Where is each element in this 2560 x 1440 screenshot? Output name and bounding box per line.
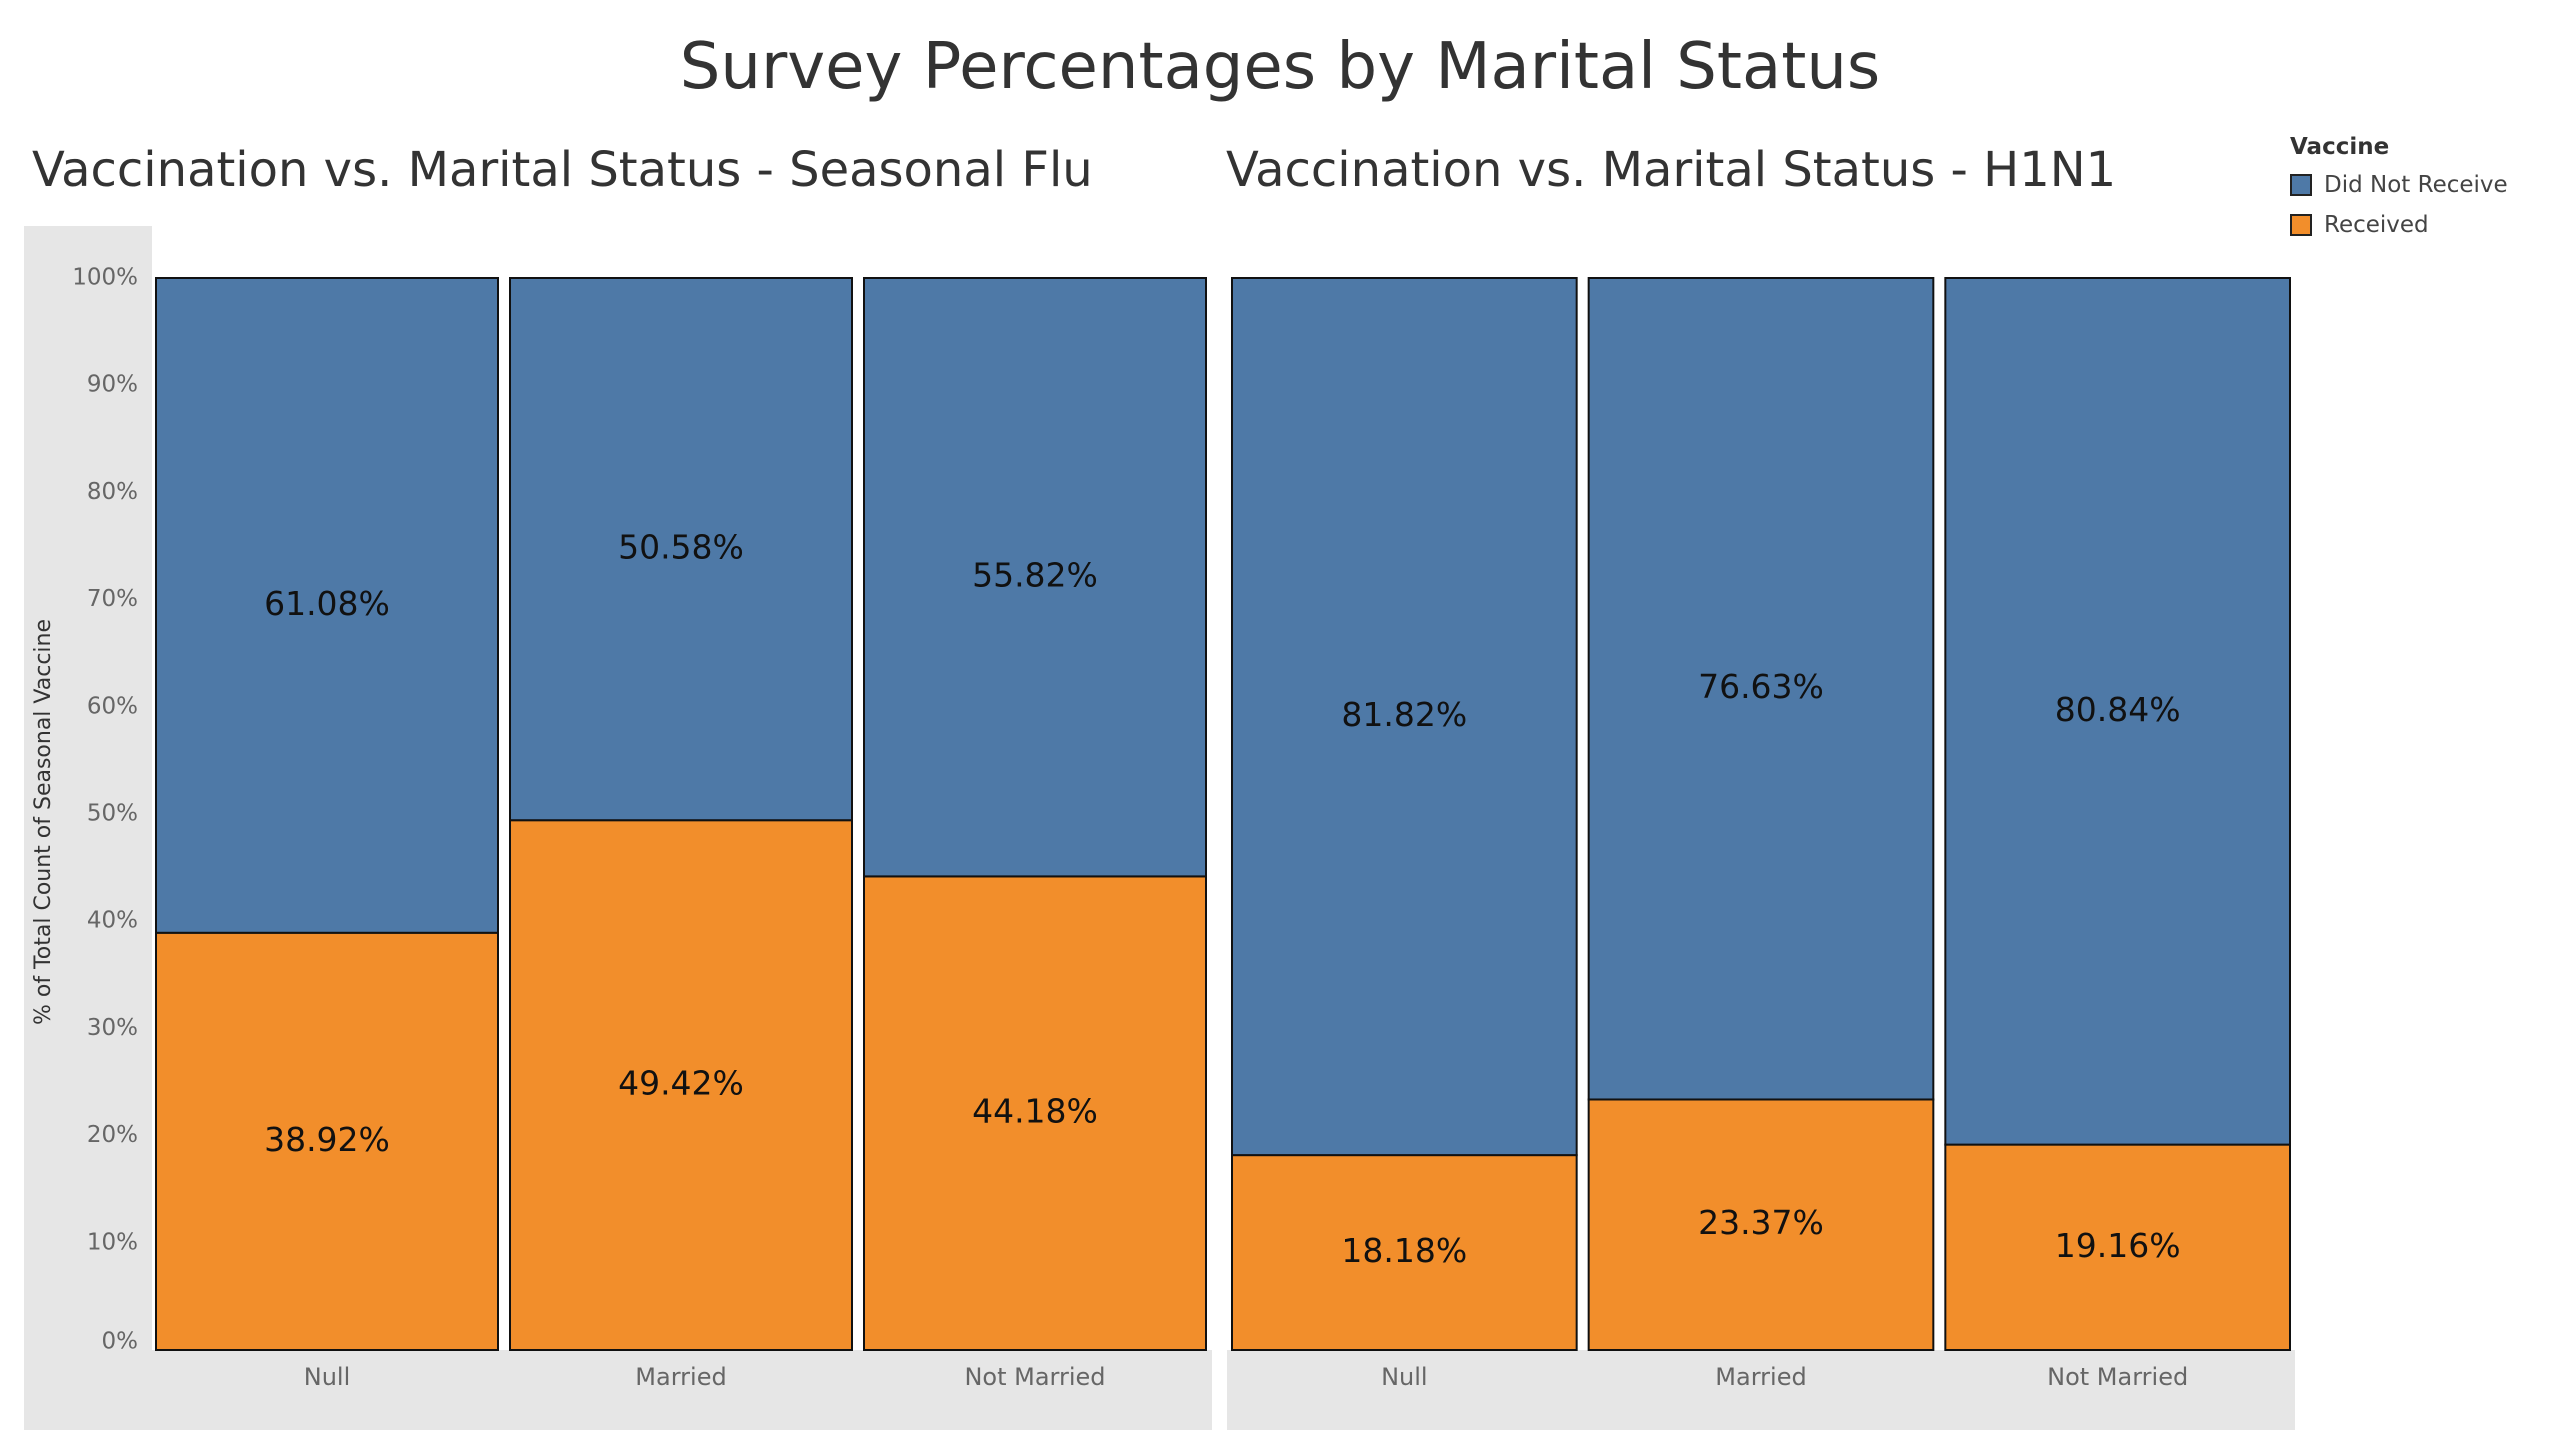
y-tick-label: 100% xyxy=(72,265,138,291)
seasonal-x-tick-label: Married xyxy=(635,1363,726,1391)
h1n1-data-label-received: 18.18% xyxy=(1341,1231,1467,1270)
h1n1-bar-received xyxy=(1231,1154,1578,1351)
seasonal-data-label-received: 44.18% xyxy=(972,1092,1098,1131)
seasonal-chart-title: Vaccination vs. Marital Status - Seasona… xyxy=(32,142,1093,198)
h1n1-x-tick-label: Null xyxy=(1381,1363,1428,1391)
y-tick-label: 60% xyxy=(87,693,138,719)
main-title: Survey Percentages by Marital Status xyxy=(679,30,1881,104)
h1n1-data-label-did-not-receive: 76.63% xyxy=(1698,667,1824,706)
h1n1-chart-title: Vaccination vs. Marital Status - H1N1 xyxy=(1226,142,2117,198)
legend-swatch-received xyxy=(2290,214,2312,236)
seasonal-data-label-did-not-receive: 50.58% xyxy=(618,528,744,567)
h1n1-bar-did-not-receive xyxy=(1944,277,2292,1146)
y-tick-label: 80% xyxy=(87,479,138,505)
seasonal-bar-received xyxy=(509,819,853,1351)
legend-item-received[interactable]: Received xyxy=(2290,212,2508,238)
h1n1-data-label-did-not-receive: 80.84% xyxy=(2055,690,2181,729)
h1n1-x-tick-label: Not Married xyxy=(2047,1363,2188,1391)
seasonal-x-axis-band xyxy=(24,1350,1212,1430)
seasonal-x-tick-label: Not Married xyxy=(964,1363,1105,1391)
seasonal-data-label-received: 49.42% xyxy=(618,1064,744,1103)
seasonal-bar-did-not-receive xyxy=(509,277,853,822)
h1n1-x-axis-band xyxy=(1227,1350,2295,1430)
legend-item-did-not-receive[interactable]: Did Not Receive xyxy=(2290,172,2508,198)
h1n1-bar-did-not-receive xyxy=(1587,277,1935,1101)
y-tick-label: 50% xyxy=(87,801,138,827)
y-tick-label: 90% xyxy=(87,372,138,398)
y-tick-label: 20% xyxy=(87,1122,138,1148)
y-tick-label: 40% xyxy=(87,908,138,934)
seasonal-bar-received xyxy=(863,875,1207,1351)
legend-swatch-did-not-receive xyxy=(2290,174,2312,196)
seasonal-bar-did-not-receive xyxy=(863,277,1207,878)
y-tick-label: 30% xyxy=(87,1015,138,1041)
y-axis-title: % of Total Count of Seasonal Vaccine xyxy=(31,619,56,1025)
h1n1-bar-received xyxy=(1944,1143,2292,1352)
seasonal-bar-did-not-receive xyxy=(155,277,499,934)
legend-title: Vaccine xyxy=(2290,134,2390,160)
h1n1-data-label-received: 23.37% xyxy=(1698,1203,1824,1242)
seasonal-data-label-did-not-receive: 55.82% xyxy=(972,556,1098,595)
seasonal-data-label-did-not-receive: 61.08% xyxy=(264,584,390,623)
h1n1-x-tick-label: Married xyxy=(1715,1363,1806,1391)
h1n1-bar-did-not-receive xyxy=(1231,277,1578,1157)
h1n1-bar-received xyxy=(1587,1098,1935,1352)
y-tick-label: 70% xyxy=(87,586,138,612)
h1n1-data-label-did-not-receive: 81.82% xyxy=(1341,695,1467,734)
legend-label-did-not-receive: Did Not Receive xyxy=(2324,172,2508,198)
legend-label-received: Received xyxy=(2324,212,2429,238)
seasonal-data-label-received: 38.92% xyxy=(264,1120,390,1159)
seasonal-bar-received xyxy=(155,931,499,1351)
seasonal-y-axis-band xyxy=(24,226,152,1430)
legend: Vaccine Did Not Receive Received xyxy=(2290,134,2508,252)
h1n1-data-label-received: 19.16% xyxy=(2055,1226,2181,1265)
y-tick-label: 0% xyxy=(102,1329,139,1355)
y-tick-label: 10% xyxy=(87,1229,138,1255)
seasonal-x-tick-label: Null xyxy=(304,1363,351,1391)
